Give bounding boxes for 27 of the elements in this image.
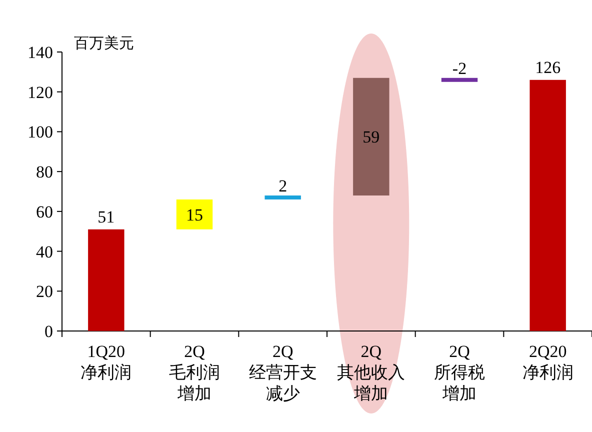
- data-label: 2: [278, 176, 288, 196]
- bar: [176, 199, 213, 230]
- bar: [530, 80, 566, 331]
- y-tick-label: 0: [44, 322, 53, 341]
- y-axis-title: 百万美元: [74, 35, 134, 52]
- data-label: 126: [535, 58, 561, 77]
- y-tick-label: 120: [28, 82, 53, 102]
- data-label: 59: [362, 128, 380, 147]
- x-tick-label: 2Q其他收入增加: [337, 342, 406, 403]
- x-tick-label: 2Q所得税增加: [434, 342, 485, 403]
- data-label: 51: [98, 207, 115, 226]
- y-tick-label: 60: [36, 202, 53, 222]
- x-tick-label: 2Q经营开支减少: [248, 342, 317, 403]
- bar: [441, 78, 478, 82]
- y-tick-label: 20: [36, 282, 53, 302]
- y-tick-label: 80: [36, 162, 53, 182]
- bar: [88, 229, 124, 331]
- data-label: 15: [186, 205, 203, 224]
- bar: [264, 195, 301, 200]
- data-label: -2: [452, 58, 467, 78]
- x-tick-label: 1Q20净利润: [80, 342, 132, 382]
- x-tick-label: 2Q20净利润: [522, 342, 574, 382]
- y-tick-label: 140: [28, 43, 53, 62]
- x-tick-label: 2Q毛利润增加: [169, 342, 220, 403]
- y-tick-label: 40: [36, 242, 53, 262]
- bar: [353, 78, 390, 196]
- y-tick-label: 100: [28, 122, 53, 142]
